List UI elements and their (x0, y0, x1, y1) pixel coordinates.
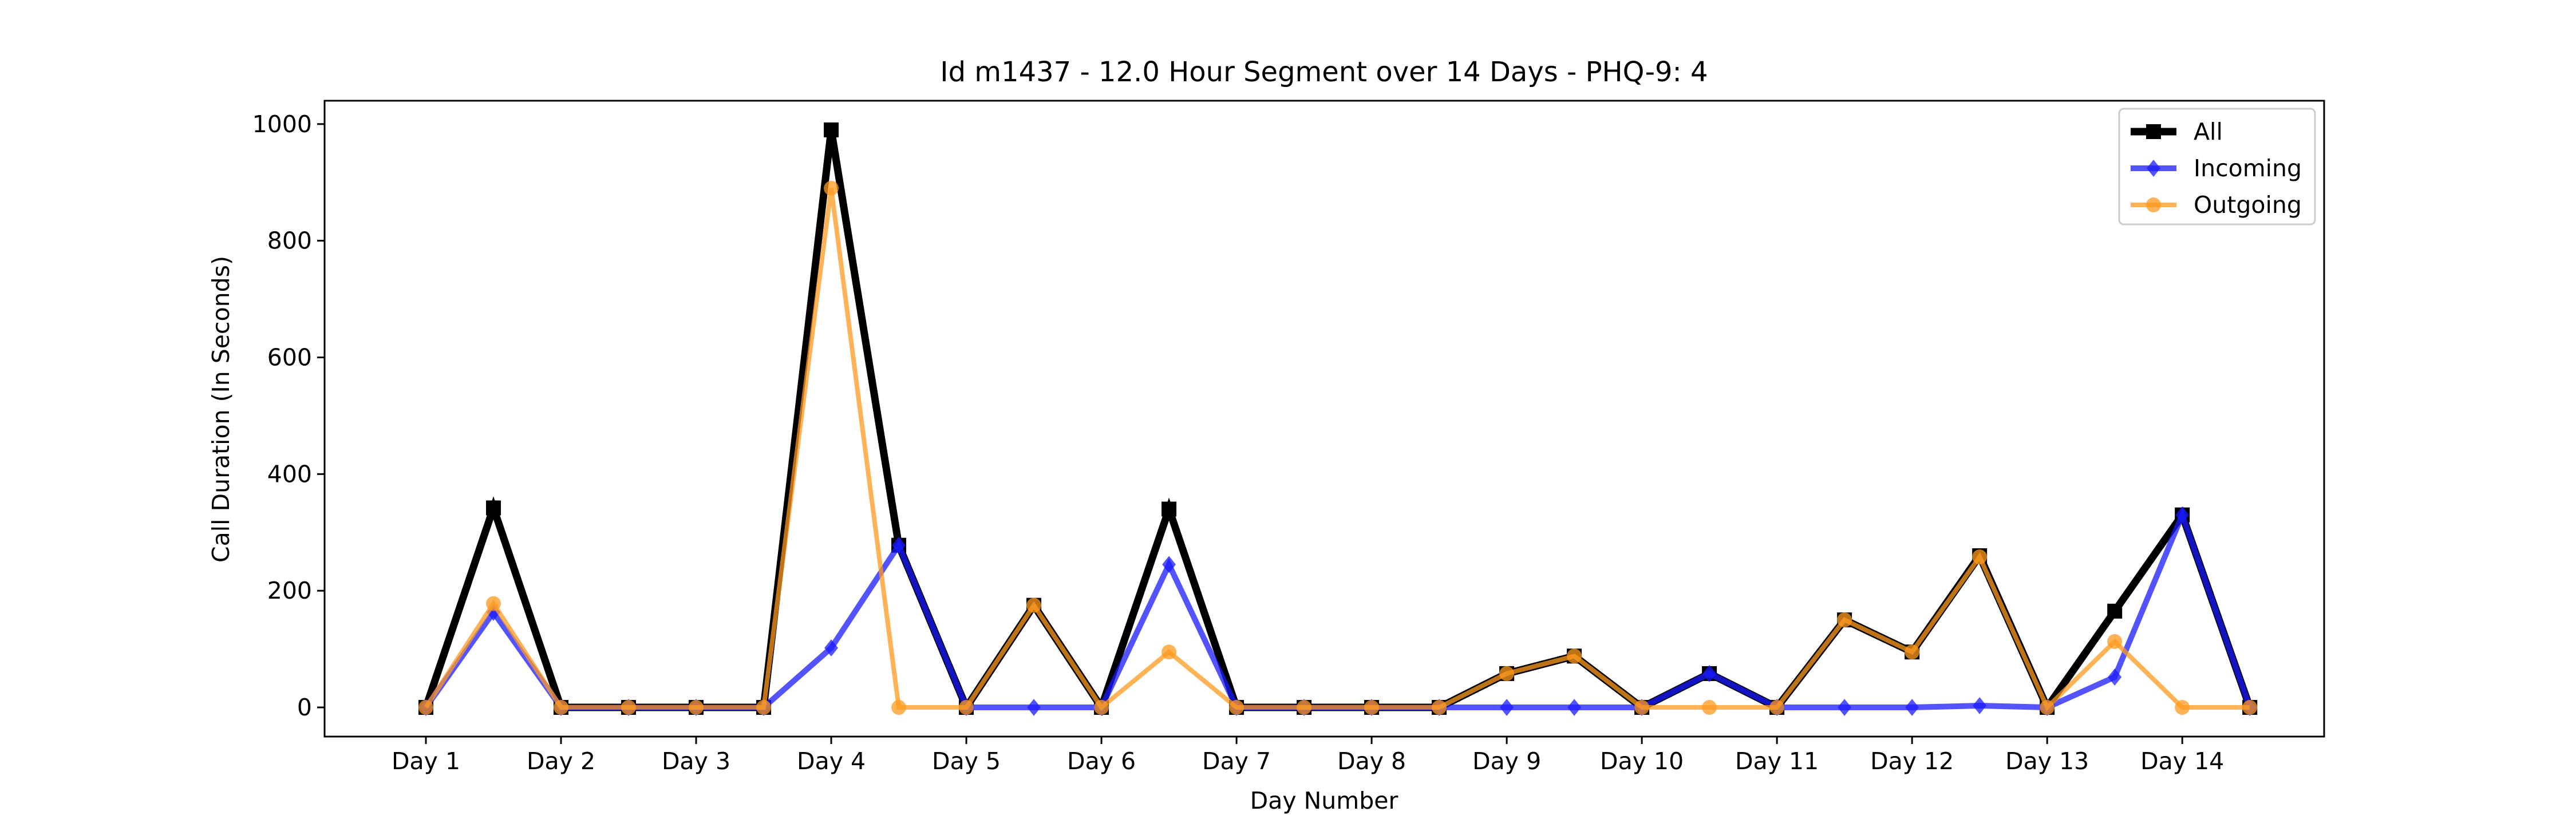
x-tick-label: Day 5 (932, 747, 1001, 775)
x-tick-label: Day 14 (2140, 747, 2224, 775)
legend-label-all: All (2194, 118, 2223, 145)
data-point-incoming (1905, 699, 1919, 716)
legend-label-incoming: Incoming (2194, 155, 2302, 182)
x-tick-label: Day 7 (1202, 747, 1271, 775)
series-all (418, 122, 2258, 716)
legend-entry-incoming: Incoming (2131, 155, 2302, 182)
y-tick-label: 400 (267, 460, 312, 488)
data-point-incoming (892, 536, 906, 554)
x-tick-label: Day 8 (1337, 747, 1406, 775)
series-line-all (422, 129, 2254, 716)
y-axis-label: Call Duration (In Seconds) (207, 256, 235, 563)
data-point-outgoing (1364, 700, 1380, 715)
legend-entry-outgoing: Outgoing (2131, 191, 2302, 219)
data-point-outgoing (621, 700, 637, 715)
data-point-incoming (1027, 699, 1041, 716)
data-point-incoming (1702, 664, 1717, 682)
legend-box (2118, 108, 2316, 225)
data-point-outgoing (891, 700, 907, 715)
data-point-all (2107, 603, 2123, 619)
legend-marker-all (2146, 124, 2161, 139)
data-point-all (486, 500, 501, 516)
data-point-outgoing (1026, 598, 1042, 613)
chart-title: Id m1437 - 12.0 Hour Segment over 14 Day… (940, 56, 1708, 88)
data-point-incoming (824, 639, 839, 657)
data-point-all (1161, 501, 1177, 517)
x-tick-label: Day 2 (527, 747, 595, 775)
data-point-outgoing (1769, 700, 1785, 715)
data-point-outgoing (486, 596, 501, 611)
data-point-outgoing (2107, 634, 2123, 649)
data-point-outgoing (1499, 666, 1515, 681)
data-point-outgoing (1837, 612, 1852, 628)
data-point-outgoing (824, 180, 839, 196)
y-tick-label: 0 (297, 694, 312, 721)
x-tick-label: Day 3 (662, 747, 730, 775)
y-tick-label: 600 (267, 343, 312, 371)
data-point-outgoing (1161, 644, 1177, 660)
data-point-incoming (1838, 699, 1852, 716)
data-point-incoming (1162, 556, 1176, 573)
data-point-incoming (487, 603, 500, 621)
data-point-outgoing (2040, 700, 2055, 715)
x-tick-label: Day 1 (392, 747, 460, 775)
y-tick-label: 1000 (252, 110, 312, 138)
legend-marker-outgoing (2146, 197, 2161, 212)
x-tick-label: Day 12 (1870, 747, 1954, 775)
data-point-outgoing (959, 700, 974, 715)
data-point-outgoing (1229, 700, 1244, 715)
data-point-outgoing (689, 700, 704, 715)
data-point-outgoing (1297, 700, 1312, 715)
data-point-incoming (1973, 697, 1987, 714)
x-tick-label: Day 10 (1600, 747, 1684, 775)
data-point-outgoing (1634, 700, 1650, 715)
data-point-all (824, 122, 839, 137)
x-tick-label: Day 11 (1735, 747, 1819, 775)
labels-layer: Id m1437 - 12.0 Hour Segment over 14 Day… (207, 56, 1708, 814)
y-tick-label: 800 (267, 227, 312, 255)
data-point-outgoing (418, 700, 434, 715)
data-point-outgoing (1905, 644, 1920, 660)
data-point-outgoing (2242, 700, 2258, 715)
data-point-incoming (1500, 699, 1514, 716)
series-line-incoming (423, 507, 2253, 711)
x-axis-label: Day Number (1250, 787, 1398, 814)
data-point-outgoing (554, 700, 569, 715)
plot-frame (323, 100, 2325, 738)
data-point-incoming (2108, 668, 2122, 686)
series-layer (418, 122, 2258, 716)
x-tick-label: Day 4 (797, 747, 866, 775)
data-point-outgoing (2175, 700, 2190, 715)
data-point-incoming (2175, 506, 2190, 524)
series-incoming (419, 506, 2257, 716)
axes-layer: 0 200 400 600 800 1000 Day 1 Day 2 Day 3 Day 4 Day… (252, 100, 2325, 775)
data-point-outgoing (756, 700, 772, 715)
y-tick-label: 200 (267, 577, 312, 604)
data-point-outgoing (1702, 700, 1717, 715)
data-point-incoming (1567, 699, 1582, 716)
x-tick-label: Day 9 (1472, 747, 1541, 775)
series-outgoing (418, 180, 2258, 715)
data-point-outgoing (1094, 700, 1109, 715)
series-line-outgoing (424, 188, 2250, 711)
x-tick-label: Day 13 (2005, 747, 2089, 775)
data-point-outgoing (1432, 700, 1447, 715)
data-point-outgoing (1567, 648, 1582, 664)
legend: All Incoming Outgoing (2118, 108, 2316, 225)
legend-marker-incoming (2147, 160, 2160, 177)
legend-entry-all: All (2131, 118, 2223, 145)
data-point-outgoing (1972, 549, 1988, 565)
legend-label-outgoing: Outgoing (2194, 191, 2302, 219)
x-tick-label: Day 6 (1067, 747, 1136, 775)
